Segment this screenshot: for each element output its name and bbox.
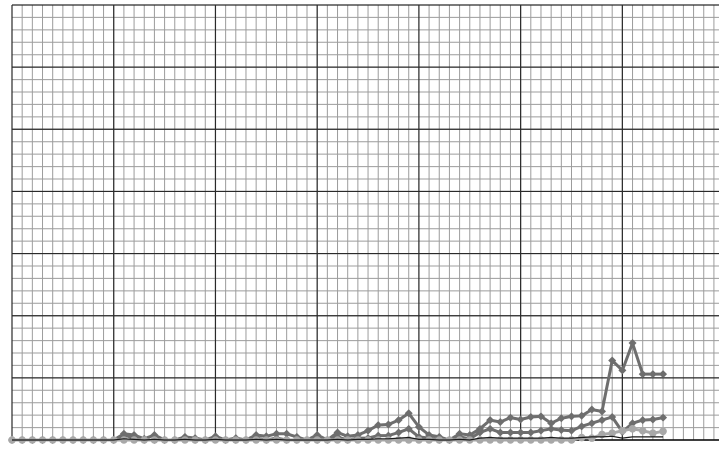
series-2-point	[648, 415, 657, 424]
series-3-point	[588, 434, 596, 442]
series-1-point	[516, 415, 525, 424]
series-3-point	[567, 436, 576, 444]
series-1-point	[333, 428, 342, 437]
series-3-point	[516, 436, 525, 444]
series-2-point	[567, 426, 576, 435]
series-1-point	[394, 416, 403, 425]
series-3-point	[364, 436, 372, 444]
series-3-point	[496, 436, 505, 444]
series-3-point	[527, 436, 535, 444]
series-1-point	[547, 419, 556, 428]
series-4-line	[12, 435, 664, 441]
series-1-point	[618, 366, 627, 375]
series-2-point	[547, 424, 556, 433]
series-1-point	[598, 407, 607, 416]
series-3-point	[659, 427, 667, 436]
series-2-point	[394, 428, 403, 437]
series-1-point	[486, 416, 495, 425]
series-1-point	[567, 412, 576, 421]
series-1-point	[384, 420, 393, 429]
series-2-point	[404, 424, 413, 433]
series-1-point	[364, 426, 373, 435]
minor-grid	[11, 4, 719, 441]
series-2-point	[638, 416, 647, 425]
series-1-point	[282, 429, 291, 438]
series-1-point	[638, 370, 647, 379]
series-2-point	[628, 419, 637, 428]
series-3-point	[537, 436, 545, 444]
series-3-point	[506, 436, 515, 444]
series-3-point	[649, 429, 657, 437]
series-3-point	[384, 436, 393, 444]
major-grid	[11, 4, 719, 441]
series-1-point	[374, 421, 383, 430]
series-3-point	[628, 425, 637, 433]
series-2-point	[506, 428, 515, 437]
series-1-point	[526, 413, 535, 422]
series-1-point	[628, 339, 637, 348]
series-3-point	[120, 436, 128, 444]
series-1-point	[536, 412, 545, 421]
series-3-point	[608, 429, 616, 437]
series-2-point	[496, 428, 505, 437]
series-2-point	[475, 428, 484, 437]
series-2-point	[557, 426, 566, 435]
series-1-point	[414, 422, 423, 431]
series-2-point	[577, 422, 586, 431]
series-2-point	[526, 428, 535, 437]
series-1-point	[659, 370, 668, 379]
series-2-point	[516, 428, 525, 437]
series-2-point	[486, 424, 495, 433]
series-4	[12, 435, 664, 441]
series-1-point	[577, 411, 586, 420]
series-1-point	[648, 370, 657, 379]
series-1-point	[404, 409, 413, 418]
series-1-point	[272, 429, 281, 438]
series-3-point	[130, 436, 138, 444]
series-1-point	[587, 405, 596, 414]
series-2-point	[659, 413, 668, 422]
series-3-point	[618, 426, 627, 435]
series-3-point	[557, 436, 566, 444]
series-3-point	[394, 436, 403, 444]
series-1-point	[608, 356, 617, 365]
series-layer	[8, 339, 668, 444]
series-1-point	[496, 417, 505, 426]
series-2-point	[536, 426, 545, 435]
series-2-point	[608, 413, 617, 422]
series-1-point	[506, 413, 515, 422]
series-1-point	[557, 414, 566, 423]
series-2-point	[598, 416, 607, 425]
series-3-point	[638, 426, 647, 435]
series-2-point	[587, 419, 596, 428]
series-3-point	[374, 436, 383, 444]
